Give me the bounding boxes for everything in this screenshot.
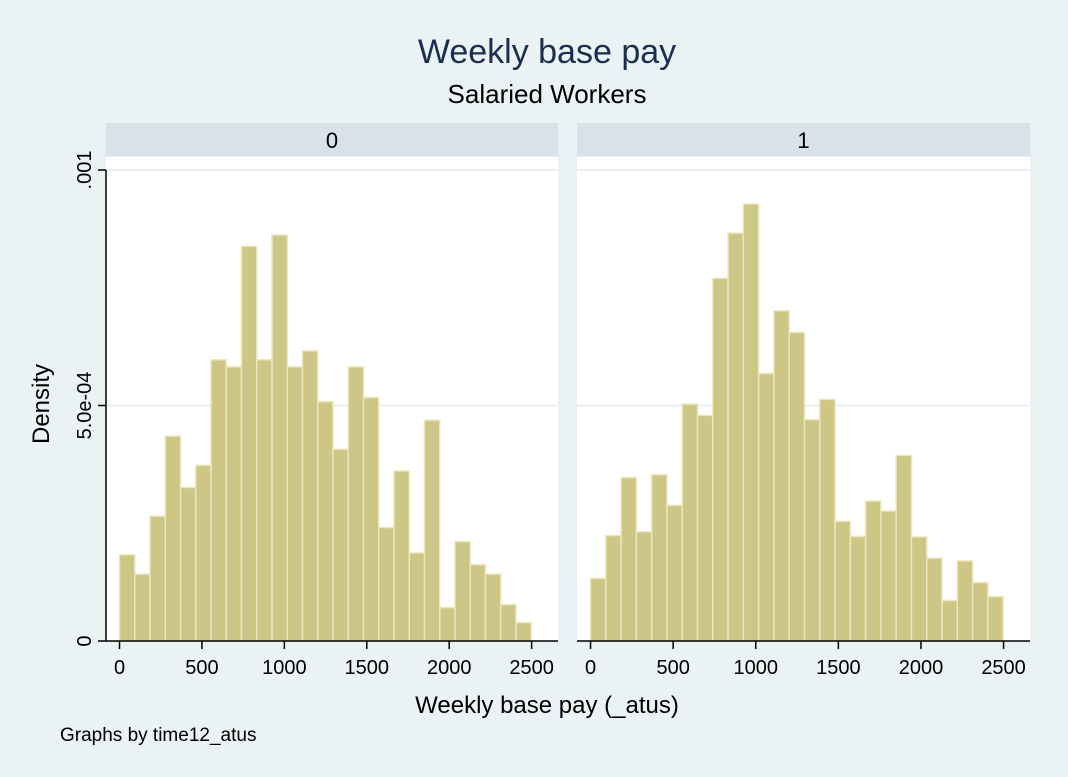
histogram-bar	[650, 473, 668, 642]
histogram-bar	[393, 470, 410, 642]
graphs-by-note: Graphs by time12_atus	[60, 725, 256, 746]
histogram-bar	[605, 534, 622, 642]
histogram-bar	[803, 418, 821, 642]
y-tick-label: .001	[74, 151, 96, 190]
y-axis-title: Density	[28, 364, 55, 444]
histogram-bar	[727, 232, 745, 642]
histogram-bar	[589, 577, 607, 642]
histogram-bar	[179, 486, 197, 642]
histogram-bar	[910, 536, 928, 642]
histogram-bar	[849, 535, 867, 642]
histogram-bar	[788, 331, 806, 642]
x-tick-label: 2500	[509, 657, 554, 679]
x-tick-label: 0	[114, 657, 125, 679]
histogram-bar	[362, 396, 380, 642]
x-tick-label: 2000	[427, 657, 472, 679]
histogram-bar	[834, 520, 852, 642]
histogram-bar	[210, 359, 228, 642]
histogram-bar	[696, 414, 714, 642]
histogram-bar	[377, 526, 395, 642]
histogram-bar	[423, 419, 441, 642]
histogram-bar	[880, 510, 897, 642]
x-tick-label: 500	[656, 657, 689, 679]
histogram-bar	[987, 595, 1004, 642]
histogram-bar	[941, 599, 959, 642]
x-tick-label: 1500	[816, 657, 861, 679]
histogram-bar	[515, 621, 532, 642]
histogram-bar	[271, 234, 288, 642]
histogram-bar	[742, 203, 760, 642]
histogram-bar	[118, 554, 136, 642]
histogram-bar	[469, 563, 487, 642]
histogram-bar	[773, 310, 790, 642]
histogram-bar	[819, 398, 836, 642]
histogram-bar	[484, 573, 502, 642]
x-tick-label: 1500	[345, 657, 390, 679]
histogram-bar	[286, 366, 304, 642]
x-tick-label: 0	[585, 657, 596, 679]
histogram-bar	[956, 560, 974, 642]
panel-1: 1 0 500 1000 1500 2000 2500	[577, 123, 1030, 679]
histogram-bar	[681, 403, 699, 642]
panel-strip	[106, 123, 558, 156]
y-tick-label: 0	[74, 635, 96, 646]
x-tick-label: 1000	[734, 657, 779, 679]
x-axis-title: Weekly base pay (_atus)	[415, 692, 679, 719]
histogram-bar	[971, 581, 989, 642]
histogram-bar	[255, 359, 273, 642]
histogram-bar	[864, 500, 882, 642]
x-tick-label: 2000	[899, 657, 944, 679]
histogram-bar	[332, 448, 349, 642]
histogram-bar	[438, 606, 456, 642]
chart-subtitle: Salaried Workers	[448, 79, 647, 109]
panel-strip-label: 0	[326, 128, 338, 153]
panel-strip	[577, 123, 1030, 156]
histogram-bar	[225, 366, 243, 642]
histogram-bar	[316, 400, 334, 642]
histogram-bar	[164, 435, 182, 642]
histogram-bar	[195, 464, 212, 642]
panels-group: 0 0 500 1000 1500 2000 2500 0 5.0e-04 .001 1 0 500 10…	[74, 123, 1030, 679]
histogram-bar	[499, 603, 517, 642]
histogram-bar	[408, 552, 426, 642]
panel-0: 0 0 500 1000 1500 2000 2500 0 5.0e-04 .001	[74, 123, 558, 679]
histogram-bar	[301, 350, 319, 642]
x-tick-label: 500	[185, 657, 218, 679]
histogram-bar	[925, 557, 943, 642]
x-tick-label: 2500	[981, 657, 1026, 679]
x-tick-label: 1000	[262, 657, 307, 679]
chart-title: Weekly base pay	[418, 33, 676, 71]
histogram-bar	[757, 372, 775, 642]
histogram-bar	[240, 245, 258, 642]
histogram-bar	[149, 515, 167, 642]
histogram-bar	[895, 454, 913, 642]
histogram-bar	[347, 366, 365, 642]
histogram-bar	[620, 476, 638, 642]
histogram-bar	[134, 573, 151, 642]
histogram-bar	[635, 530, 653, 642]
histogram-bar	[712, 277, 729, 642]
panel-strip-label: 1	[797, 128, 809, 153]
y-tick-label: 5.0e-04	[74, 372, 96, 440]
histogram-bar	[454, 540, 471, 642]
histogram-bar	[666, 504, 683, 642]
